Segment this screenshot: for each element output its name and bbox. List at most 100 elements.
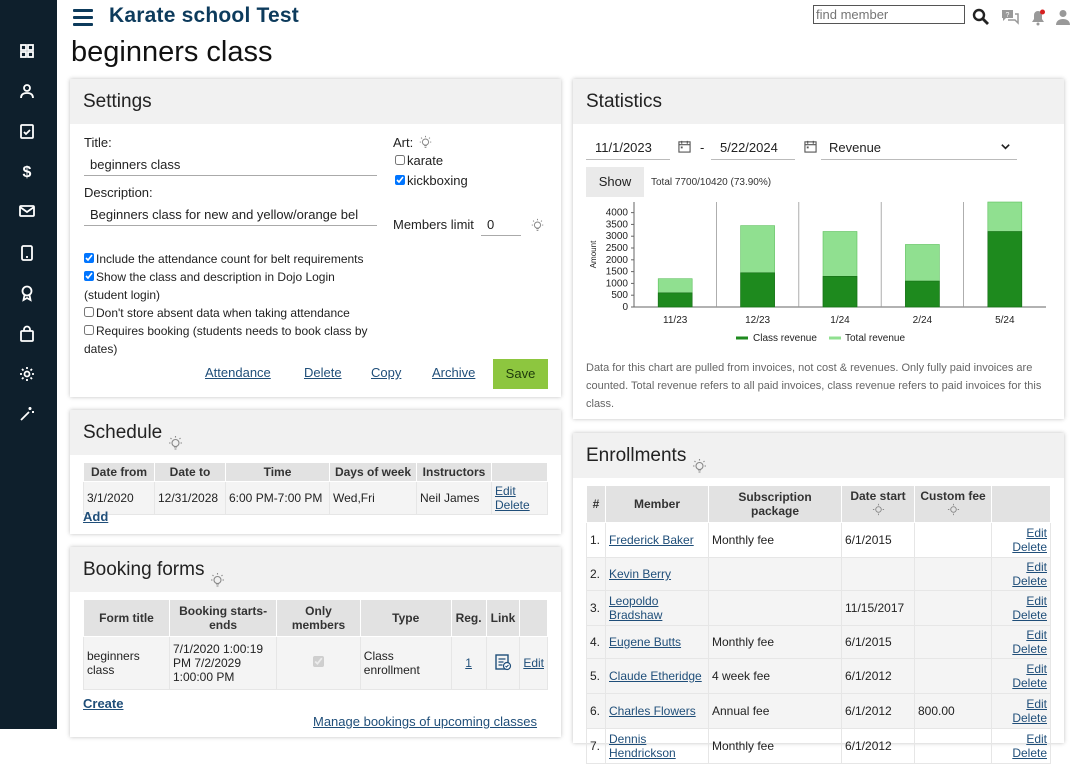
- option-dont-store-absent-checkbox[interactable]: [84, 307, 94, 317]
- member-link[interactable]: Kevin Berry: [609, 567, 672, 581]
- member-link[interactable]: Dennis Hendrickson: [609, 732, 676, 760]
- delete-link[interactable]: Delete: [1012, 540, 1047, 554]
- show-button[interactable]: Show: [586, 167, 644, 197]
- col-date-start: Date start: [841, 485, 915, 523]
- create-booking-link[interactable]: Create: [83, 696, 124, 711]
- edit-link[interactable]: Edit: [1026, 526, 1047, 540]
- row-number-cell: 4.: [586, 625, 606, 659]
- user-account-icon[interactable]: [1053, 7, 1073, 27]
- attendance-link[interactable]: Attendance: [205, 365, 271, 380]
- row-number: 4.: [590, 635, 601, 649]
- delete-link[interactable]: Delete: [1012, 642, 1047, 656]
- date-start: 6/1/2012: [845, 739, 892, 753]
- art-checkbox-kickboxing[interactable]: [395, 175, 405, 185]
- add-schedule-link[interactable]: Add: [83, 509, 109, 524]
- edit-link[interactable]: Edit: [1026, 732, 1047, 746]
- delete-link[interactable]: Delete: [1012, 746, 1047, 760]
- menu-icon[interactable]: [73, 9, 93, 26]
- y-tick-label: 2500: [606, 243, 629, 254]
- sidebar: $: [0, 0, 57, 729]
- chat-icon[interactable]: ?: [1000, 7, 1020, 27]
- manage-bookings-link[interactable]: Manage bookings of upcoming classes: [313, 714, 538, 729]
- delete-link[interactable]: Delete: [1012, 574, 1047, 588]
- member-link[interactable]: Eugene Butts: [609, 635, 682, 649]
- calendar-icon[interactable]: [678, 140, 691, 158]
- member-link[interactable]: Charles Flowers: [609, 704, 696, 718]
- lightbulb-icon[interactable]: [530, 218, 547, 235]
- date-to-field[interactable]: 5/22/2024: [711, 136, 795, 160]
- search-input[interactable]: [813, 5, 965, 24]
- class-revenue-bar: [822, 276, 858, 308]
- lightbulb-icon[interactable]: [167, 424, 184, 451]
- magic-wand-icon[interactable]: [18, 405, 36, 423]
- option-attendance-count[interactable]: Include the attendance count for belt re…: [84, 250, 374, 268]
- dollar-icon[interactable]: $: [18, 162, 36, 180]
- copy-link[interactable]: Copy: [371, 365, 402, 380]
- package-cell: Monthly fee: [708, 522, 842, 558]
- metric-select[interactable]: Revenue: [821, 136, 1017, 160]
- form-link-icon[interactable]: [494, 653, 512, 674]
- sort-icon[interactable]: [872, 503, 885, 519]
- title-field[interactable]: beginners class: [84, 154, 377, 176]
- table-row: 4. Eugene Butts Monthly fee 6/1/2015 Edit De…: [586, 625, 1051, 659]
- date-start-cell: 6/1/2012: [841, 728, 915, 764]
- delete-link[interactable]: Delete: [495, 498, 530, 512]
- bell-icon[interactable]: [1028, 7, 1048, 27]
- reg-count-link[interactable]: 1: [465, 656, 472, 670]
- search-icon[interactable]: [971, 7, 991, 27]
- description-field[interactable]: Beginners class for new and yellow/orang…: [84, 204, 377, 226]
- actions-cell: Edit Delete: [991, 693, 1051, 729]
- delete-link[interactable]: Delete: [1012, 676, 1047, 690]
- archive-link[interactable]: Archive: [432, 365, 476, 380]
- chart-note: Data for this chart are pulled from invo…: [586, 362, 1042, 410]
- enrollments-header-row: # Member Subscription package Date start…: [586, 485, 1051, 523]
- edit-link[interactable]: Edit: [523, 656, 544, 670]
- calendar-icon[interactable]: [804, 140, 817, 158]
- lightbulb-icon[interactable]: [418, 135, 435, 152]
- custom-fee-cell: [914, 522, 992, 558]
- shopping-bag-icon[interactable]: [18, 325, 36, 343]
- option-requires-booking-checkbox[interactable]: [84, 325, 94, 335]
- members-limit-field[interactable]: 0: [481, 214, 521, 236]
- edit-link[interactable]: Edit: [1026, 628, 1047, 642]
- art-checkbox-karate[interactable]: [395, 155, 405, 165]
- edit-link[interactable]: Edit: [1026, 697, 1047, 711]
- lightbulb-icon[interactable]: [691, 447, 708, 474]
- date-from-field[interactable]: 11/1/2023: [586, 136, 670, 160]
- x-tick-label: 12/23: [745, 315, 770, 326]
- user-icon[interactable]: [18, 82, 36, 100]
- delete-link[interactable]: Delete: [1012, 608, 1047, 622]
- art-option-kickboxing[interactable]: kickboxing: [395, 172, 468, 190]
- option-dont-store-absent[interactable]: Don't store absent data when taking atte…: [84, 304, 374, 322]
- member-link[interactable]: Claude Etheridge: [609, 669, 702, 683]
- class-revenue-bar: [987, 231, 1023, 308]
- y-tick-label: 1000: [606, 278, 629, 289]
- edit-link[interactable]: Edit: [1026, 594, 1047, 608]
- tablet-icon[interactable]: [18, 244, 36, 262]
- art-option-karate[interactable]: karate: [395, 152, 443, 170]
- gear-icon[interactable]: [18, 365, 36, 383]
- sort-icon[interactable]: [947, 503, 960, 519]
- edit-link[interactable]: Edit: [1026, 662, 1047, 676]
- clipboard-check-icon[interactable]: [18, 122, 36, 140]
- award-icon[interactable]: [18, 284, 36, 302]
- delete-class-link[interactable]: Delete: [304, 365, 342, 380]
- delete-link[interactable]: Delete: [1012, 711, 1047, 725]
- member-link[interactable]: Frederick Baker: [609, 533, 694, 547]
- option-requires-booking[interactable]: Requires booking (students needs to book…: [84, 324, 368, 356]
- row-number-cell: 5.: [586, 658, 606, 694]
- option-show-dojo-login-checkbox[interactable]: [84, 271, 94, 281]
- dashboard-icon[interactable]: [18, 42, 36, 60]
- edit-link[interactable]: Edit: [495, 484, 516, 498]
- save-button[interactable]: Save: [493, 359, 548, 389]
- table-row: 3/1/2020 12/31/2028 6:00 PM-7:00 PM Wed,…: [83, 481, 548, 515]
- option-attendance-count-checkbox[interactable]: [84, 253, 94, 263]
- lightbulb-icon[interactable]: [209, 561, 226, 588]
- edit-link[interactable]: Edit: [1026, 560, 1047, 574]
- option-show-dojo-login[interactable]: Show the class and description in Dojo L…: [84, 270, 335, 302]
- package-cell: 4 week fee: [708, 658, 842, 694]
- date-start: 6/1/2012: [845, 704, 892, 718]
- mail-icon[interactable]: [18, 202, 36, 220]
- member-link-cell: Kevin Berry: [605, 557, 709, 591]
- member-link[interactable]: Leopoldo Bradshaw: [609, 594, 663, 622]
